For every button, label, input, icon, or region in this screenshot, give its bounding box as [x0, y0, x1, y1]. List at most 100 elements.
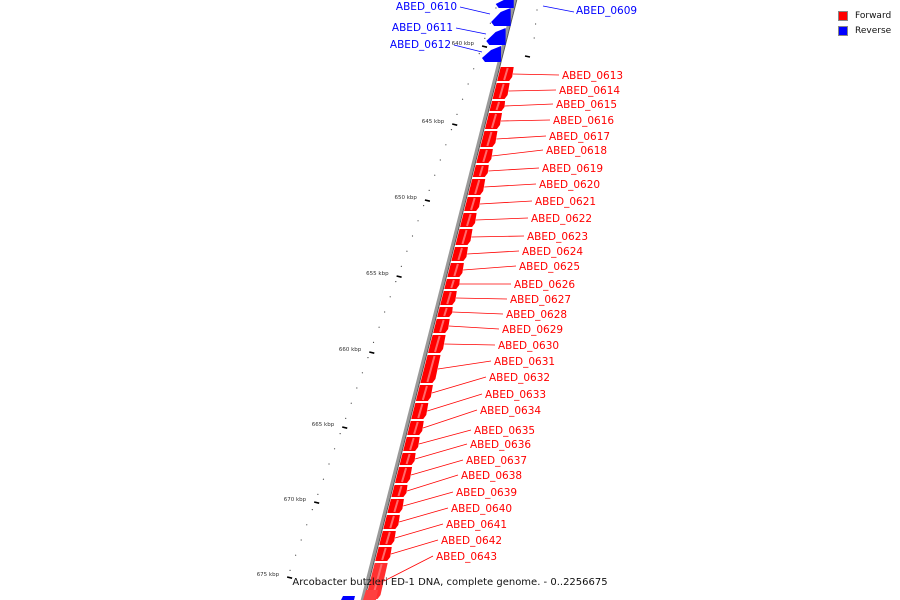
- forward-gene-highlight: [450, 279, 455, 289]
- forward-gene-connector: [383, 555, 434, 582]
- kbp-tick: [452, 123, 458, 126]
- forward-gene-highlight: [457, 247, 463, 261]
- forward-gene-connector: [488, 167, 540, 172]
- minor-tick: [536, 9, 538, 11]
- minor-tick: [439, 159, 441, 161]
- minor-tick: [533, 37, 535, 39]
- minor-tick: [473, 68, 475, 70]
- forward-gene-connector: [452, 311, 504, 315]
- forward-gene-connector: [414, 443, 468, 460]
- legend-item-reverse[interactable]: Reverse: [838, 23, 891, 38]
- kbp-tick-label: 650 kbp: [394, 195, 417, 201]
- kbp-tick: [313, 501, 320, 504]
- forward-gene-highlight: [389, 515, 395, 529]
- forward-gene-label: ABED_0641: [446, 519, 507, 531]
- forward-gene-label: ABED_0627: [510, 294, 571, 306]
- minor-tick: [311, 509, 313, 511]
- minor-tick: [361, 372, 364, 374]
- forward-gene-label: ABED_0628: [506, 309, 567, 321]
- map-caption: Arcobacter butzleri ED-1 DNA, complete g…: [292, 577, 608, 588]
- forward-gene-label: ABED_0615: [556, 99, 617, 111]
- minor-tick: [333, 448, 336, 450]
- reverse-gene-connector: [459, 6, 491, 15]
- forward-gene-connector: [484, 183, 537, 188]
- forward-gene-label: ABED_0632: [489, 372, 550, 384]
- minor-tick: [339, 433, 341, 435]
- forward-gene-connector: [398, 507, 449, 523]
- forward-gene-highlight: [426, 355, 436, 383]
- kbp-tick: [369, 351, 375, 354]
- minor-tick: [300, 539, 302, 541]
- minor-tick: [456, 113, 458, 115]
- forward-gene-connector: [410, 459, 464, 476]
- forward-gene-highlight: [421, 385, 428, 401]
- forward-gene-connector: [500, 119, 551, 122]
- minor-tick: [356, 387, 358, 389]
- forward-gene-highlight: [498, 83, 505, 99]
- genome-backbone-edge: [363, 0, 518, 600]
- forward-gene-highlight: [474, 179, 481, 195]
- reverse-gene: [491, 8, 511, 26]
- forward-gene-highlight: [401, 467, 408, 483]
- minor-tick: [406, 250, 408, 252]
- forward-gene-highlight: [503, 67, 509, 81]
- minor-tick: [345, 417, 347, 419]
- forward-gene-connector: [448, 325, 500, 330]
- minor-tick: [445, 144, 447, 146]
- minor-tick: [306, 524, 308, 526]
- forward-gene-connector: [394, 523, 444, 539]
- forward-gene-connector: [403, 491, 454, 507]
- legend-swatch-reverse: [838, 25, 848, 36]
- minor-tick: [295, 554, 297, 556]
- kbp-tick: [286, 576, 293, 579]
- forward-gene-label: ABED_0613: [562, 70, 623, 82]
- kbp-tick: [342, 426, 348, 429]
- forward-gene-connector: [496, 135, 547, 140]
- minor-tick: [322, 478, 325, 480]
- forward-gene-highlight: [385, 531, 391, 545]
- kbp-tick: [424, 199, 431, 202]
- forward-gene-label: ABED_0617: [549, 131, 610, 143]
- forward-gene-highlight: [461, 229, 468, 245]
- forward-gene-connector: [431, 376, 487, 394]
- forward-gene-highlight: [453, 263, 459, 277]
- kbp-tick-label: 645 kbp: [422, 119, 445, 125]
- kbp-tick-label: 665 kbp: [312, 422, 335, 428]
- kbp-tick: [524, 55, 531, 58]
- forward-gene-connector: [475, 217, 529, 221]
- forward-gene-connector: [467, 250, 520, 255]
- minor-tick: [400, 265, 402, 267]
- genome-backbone: [360, 0, 517, 600]
- reverse-gene-connector: [453, 44, 483, 53]
- reverse-gene: [341, 596, 355, 600]
- reverse-gene: [495, 0, 514, 8]
- forward-gene-highlight: [397, 485, 403, 497]
- minor-tick: [367, 357, 369, 359]
- legend-label-reverse: Reverse: [855, 25, 892, 36]
- minor-tick: [389, 296, 391, 298]
- minor-tick: [478, 53, 480, 55]
- minor-tick: [395, 281, 397, 283]
- forward-gene-connector: [456, 297, 508, 300]
- kbp-tick-label: 675 kbp: [257, 572, 280, 578]
- legend-item-forward[interactable]: Forward: [838, 8, 891, 23]
- forward-gene-label: ABED_0643: [436, 551, 497, 563]
- forward-gene-highlight: [495, 101, 501, 111]
- minor-tick: [535, 23, 537, 25]
- forward-gene-highlight: [417, 403, 424, 419]
- forward-gene-label: ABED_0623: [527, 231, 588, 243]
- minor-tick: [434, 174, 436, 176]
- legend-swatch-forward: [838, 10, 848, 21]
- minor-tick: [461, 98, 464, 100]
- forward-gene-label: ABED_0630: [498, 340, 559, 352]
- forward-gene-label: ABED_0629: [502, 324, 563, 336]
- forward-gene-label: ABED_0618: [546, 145, 607, 157]
- reverse-gene: [486, 28, 506, 45]
- forward-gene-label: ABED_0619: [542, 163, 603, 175]
- minor-tick: [317, 493, 319, 495]
- reverse-gene-label: ABED_0612: [390, 39, 451, 51]
- minor-tick: [467, 83, 469, 85]
- forward-gene-connector: [427, 393, 483, 412]
- forward-gene-label: ABED_0640: [451, 503, 512, 515]
- forward-gene-connector: [463, 265, 517, 271]
